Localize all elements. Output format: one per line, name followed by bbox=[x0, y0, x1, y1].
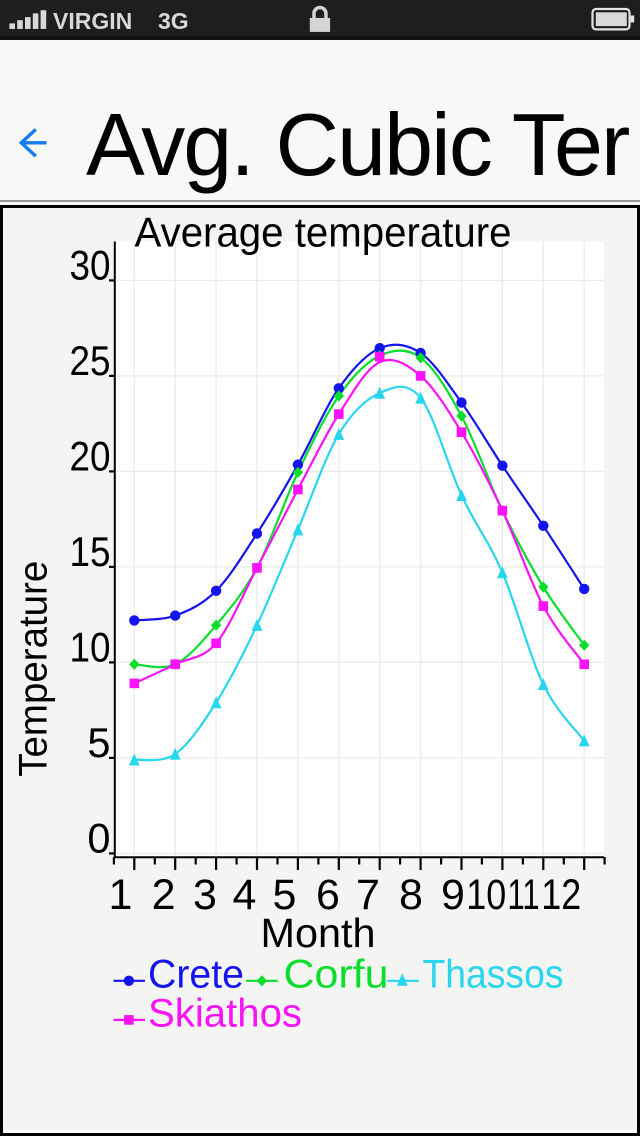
svg-text:11: 11 bbox=[508, 871, 540, 919]
svg-text:5: 5 bbox=[87, 719, 110, 766]
svg-text:4: 4 bbox=[232, 871, 256, 919]
svg-text:VIRGIN: VIRGIN bbox=[53, 8, 132, 34]
svg-text:Skiathos: Skiathos bbox=[148, 991, 302, 1035]
svg-text:8: 8 bbox=[399, 871, 423, 919]
svg-text:0: 0 bbox=[87, 814, 110, 861]
svg-text:30: 30 bbox=[70, 241, 111, 288]
svg-text:Temperature: Temperature bbox=[12, 561, 56, 777]
svg-text:5: 5 bbox=[273, 871, 297, 919]
svg-text:9: 9 bbox=[441, 871, 465, 919]
svg-text:Crete: Crete bbox=[148, 953, 244, 997]
svg-text:3G: 3G bbox=[158, 8, 189, 34]
svg-text:1: 1 bbox=[109, 871, 133, 919]
svg-text:12: 12 bbox=[541, 871, 581, 919]
svg-text:Month: Month bbox=[261, 910, 376, 956]
svg-text:Average temperature: Average temperature bbox=[135, 209, 512, 256]
svg-text:Corfu: Corfu bbox=[284, 953, 389, 997]
svg-text:3: 3 bbox=[193, 871, 217, 919]
svg-text:15: 15 bbox=[70, 528, 111, 575]
svg-text:7: 7 bbox=[356, 871, 380, 919]
svg-text:10: 10 bbox=[466, 871, 506, 919]
svg-text:10: 10 bbox=[70, 623, 111, 670]
svg-text:Thassos: Thassos bbox=[423, 953, 564, 997]
svg-text:2: 2 bbox=[152, 871, 176, 919]
svg-text:20: 20 bbox=[70, 432, 111, 479]
svg-text:6: 6 bbox=[316, 871, 340, 919]
svg-text:25: 25 bbox=[70, 337, 111, 384]
